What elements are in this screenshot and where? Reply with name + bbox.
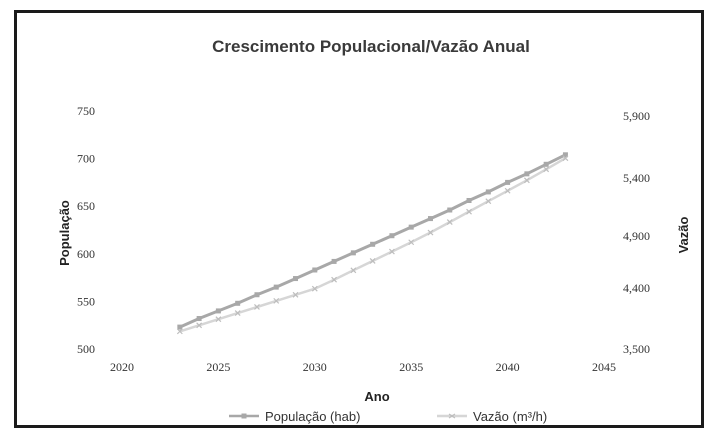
y2-tick-label-5400: 5,400 [623,171,650,185]
series-1-point [562,152,568,158]
chart-frame: Crescimento Populacional/Vazão Anual 202… [14,10,704,428]
legend-label-1: População (hab) [265,409,360,424]
legend-marker-1 [241,413,247,419]
series-1-point [543,161,549,167]
y2-tick-label-4400: 4,400 [623,281,650,295]
x-axis-label: Ano [364,389,389,404]
series-1-point [215,308,221,314]
chart-svg: Crescimento Populacional/Vazão Anual 202… [57,37,691,424]
series-2-point [215,316,222,323]
legend-marker-2 [448,413,456,419]
y-tick-label-650: 650 [77,199,95,213]
series-1-point [505,179,511,185]
series-1-point [370,241,376,247]
y-tick-label-600: 600 [77,247,95,261]
series-2-point [562,155,569,162]
y-tick-label-550: 550 [77,294,95,308]
series-2-point [234,310,241,317]
y-tick-label-500: 500 [77,342,95,356]
y2-tick-label-3500: 3,500 [623,342,650,356]
y-axis-label: População [57,200,72,266]
legend-label-2: Vazão (m³/h) [473,409,547,424]
series-1-point [524,171,530,177]
series-2-point [408,239,415,246]
series-1-point [312,267,318,273]
plot-area: 2020 2025 2030 2035 2040 2045 500 550 600 650 700 7… [77,104,650,374]
y-tick-label-700: 700 [77,152,95,166]
series-2-point [292,291,299,298]
series-2-point [369,258,376,264]
series-2-point [485,198,492,205]
series-1-point [235,300,241,306]
series-1-point [331,258,337,264]
series-1-point [273,284,279,290]
series-2-point [523,177,530,184]
series-2-point [427,229,434,236]
series-2-point [543,166,550,173]
x-tick-label-2030: 2030 [303,360,327,374]
x-tick-label-2045: 2045 [592,360,616,374]
legend: População (hab) Vazão (m³/h) [229,409,547,424]
x-tick-label-2040: 2040 [496,360,520,374]
y2-tick-label-4900: 4,900 [623,229,650,243]
y2-axis-label: Vazão [676,217,691,254]
series-1-point [177,324,183,330]
series-1-point [485,189,491,195]
x-tick-label-2025: 2025 [206,360,230,374]
series-1-point [196,316,202,322]
y2-tick-label-5900: 5,900 [623,109,650,123]
series-2-point [331,276,338,283]
y-tick-label-750: 750 [77,104,95,118]
series-1-point [254,292,260,298]
chart-title: Crescimento Populacional/Vazão Anual [212,37,530,56]
series-1-point [427,216,433,222]
series-2-point [311,285,318,292]
series-2-point [504,187,511,194]
series-2-point [350,267,357,274]
series-2-point [466,208,472,215]
series-2-point [388,248,395,255]
series-1-point [408,224,414,230]
series-1-point [447,207,453,213]
x-tick-label-2035: 2035 [399,360,423,374]
series-2-point [273,297,280,304]
series-2-point [196,322,203,329]
series-2-point [446,219,453,226]
x-tick-label-2020: 2020 [110,360,134,374]
series-1-point [466,197,472,203]
series-2-point [254,304,260,310]
series-1-point [350,250,356,256]
series-2-point [176,328,183,335]
series-1-point [293,276,299,282]
series-1-point [389,233,395,239]
